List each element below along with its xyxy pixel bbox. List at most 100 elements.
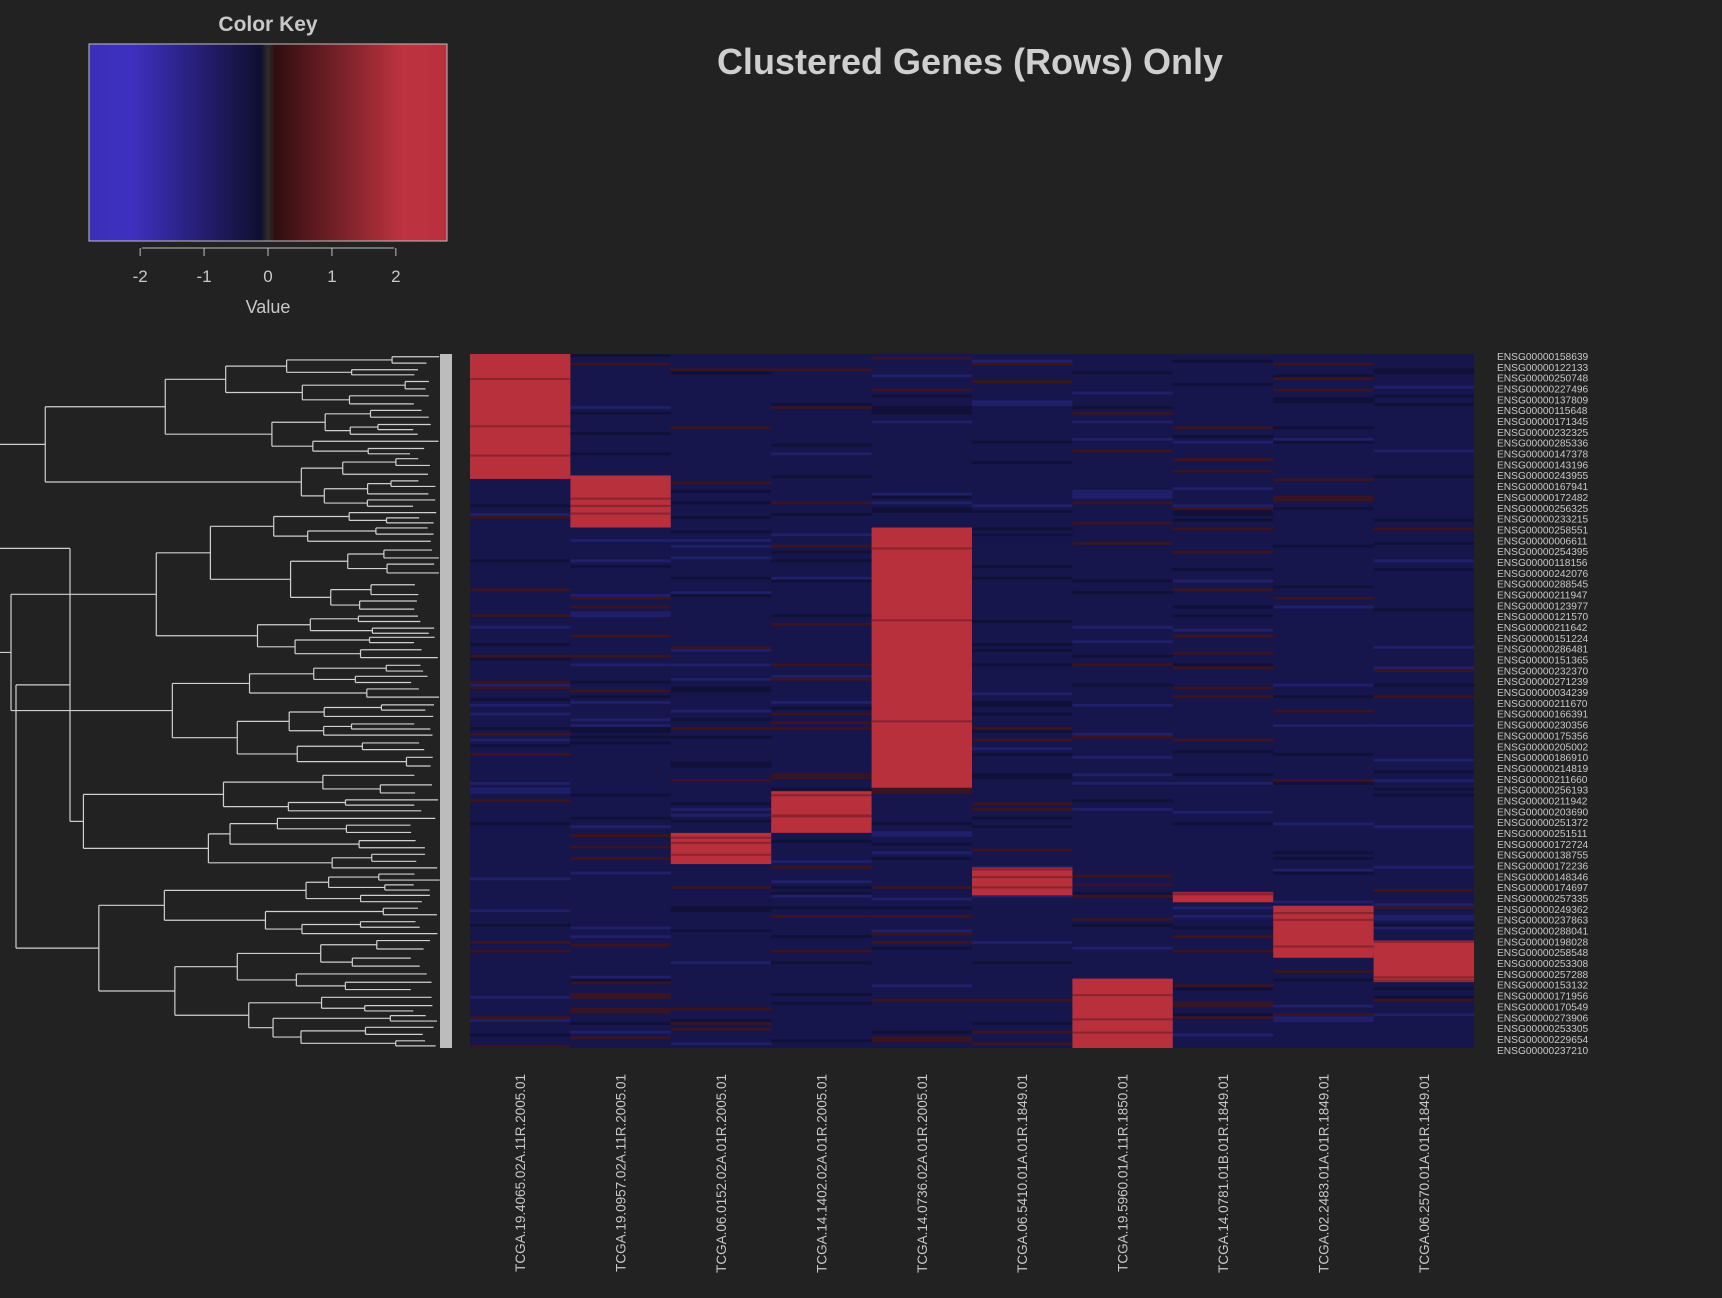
heatmap-cell	[871, 408, 972, 412]
heatmap-cell	[771, 622, 872, 626]
heatmap-cell	[570, 1007, 671, 1011]
heatmap-cell	[771, 906, 872, 910]
heatmap-cell	[972, 527, 1073, 531]
heatmap-cell	[972, 998, 1073, 1002]
heatmap-cell	[1172, 434, 1274, 438]
heatmap-cell	[1273, 978, 1374, 982]
heatmap-cell	[972, 729, 1073, 733]
heatmap-cell	[570, 735, 671, 739]
heatmap-cell	[1172, 987, 1274, 991]
heatmap-cell	[1172, 359, 1274, 363]
row-label: ENSG00000232370	[1497, 666, 1589, 677]
heatmap-cell	[972, 802, 1073, 806]
heatmap-cell	[1072, 894, 1173, 898]
heatmap-cell	[871, 932, 972, 936]
heatmap-cell	[670, 646, 772, 649]
heatmap-cell	[771, 706, 872, 710]
heatmap-cell	[470, 513, 571, 516]
heatmap-cell	[871, 720, 972, 723]
heatmap-cell	[1172, 666, 1274, 670]
heatmap-cell	[1072, 420, 1173, 424]
heatmap-cell	[1172, 810, 1274, 814]
heatmap-cell	[1373, 449, 1474, 453]
heatmap-cell	[1373, 825, 1474, 829]
heatmap-cell	[1172, 527, 1274, 531]
heatmap-cell	[771, 475, 872, 479]
heatmap-cell	[771, 773, 872, 777]
row-label: ENSG00000229654	[1497, 1035, 1589, 1046]
row-label: ENSG00000148346	[1497, 872, 1589, 883]
heatmap-cell	[470, 654, 571, 658]
row-label: ENSG00000006611	[1497, 536, 1588, 547]
heatmap-cell	[972, 753, 1073, 756]
heatmap-cell	[1273, 440, 1374, 444]
heatmap-cell	[670, 886, 772, 889]
heatmap-cell	[1273, 544, 1374, 548]
heatmap-cell	[670, 576, 772, 580]
heatmap-cell	[871, 394, 972, 398]
heatmap-cell	[570, 857, 671, 861]
heatmap-cell	[670, 530, 772, 534]
heatmap-cell	[1273, 945, 1374, 948]
row-label: ENSG00000258551	[1497, 525, 1589, 536]
heatmap-cell	[1072, 1031, 1173, 1034]
heatmap-cell	[1273, 400, 1374, 404]
heatmap-cell	[871, 822, 972, 826]
heatmap-cell	[972, 620, 1073, 623]
heatmap-cell	[1373, 646, 1474, 649]
heatmap-cell	[470, 712, 571, 716]
heatmap-cell	[871, 998, 972, 1002]
heatmap-cell	[670, 709, 772, 713]
heatmap-cell	[1172, 663, 1274, 667]
heatmap-cell	[972, 868, 1073, 871]
heatmap-cell	[1273, 969, 1374, 973]
heatmap-cell	[570, 354, 671, 357]
heatmap-cell	[470, 738, 571, 742]
heatmap-cell	[1273, 374, 1374, 378]
heatmap-cell	[771, 891, 872, 895]
column-label: TCGA.02.2483.01A.01R.1849.01	[1316, 1074, 1331, 1273]
heatmap-cell	[1273, 781, 1374, 785]
heatmap-cell	[470, 787, 571, 791]
heatmap-cell	[670, 591, 772, 595]
row-label: ENSG00000171345	[1497, 417, 1589, 428]
heatmap-cell	[1373, 724, 1474, 728]
heatmap-cell	[1172, 1004, 1274, 1008]
heatmap-cell	[470, 1045, 571, 1048]
heatmap-cell	[1373, 385, 1474, 389]
heatmap-cell	[1373, 608, 1474, 612]
heatmap-cell	[972, 380, 1073, 383]
heatmap-cell	[1373, 906, 1474, 910]
heatmap-cell	[771, 860, 872, 863]
heatmap-cell	[771, 727, 872, 730]
heatmap-cell	[1072, 492, 1173, 496]
heatmap-cell	[1373, 888, 1474, 892]
heatmap-cell	[1273, 912, 1374, 915]
heatmap-cell	[771, 935, 872, 939]
heatmap-cell	[871, 886, 972, 889]
heatmap-cell	[1172, 822, 1274, 826]
row-label: ENSG00000174697	[1497, 883, 1589, 894]
heatmap-cell	[972, 359, 1073, 363]
heatmap-cell	[1172, 382, 1274, 386]
heatmap-cell	[1373, 368, 1474, 372]
heatmap-cell	[1373, 527, 1474, 531]
heatmap-cell	[570, 512, 671, 515]
heatmap-cell	[1273, 585, 1374, 589]
row-label: ENSG00000166391	[1497, 710, 1589, 721]
heatmap-cell	[570, 935, 671, 939]
heatmap-cell	[670, 802, 772, 806]
heatmap-cell	[470, 727, 571, 730]
heatmap-cell	[771, 794, 872, 797]
heatmap-cell	[1172, 510, 1274, 514]
heatmap-cell	[972, 460, 1073, 464]
heatmap-cell	[972, 510, 1073, 514]
heatmap-cell	[972, 848, 1073, 852]
heatmap-cell	[470, 1033, 571, 1037]
row-label: ENSG00000233215	[1497, 515, 1589, 526]
heatmap-high-block	[470, 354, 571, 479]
row-label: ENSG00000171956	[1497, 992, 1589, 1003]
heatmap-cell	[972, 886, 1073, 889]
dendrogram-leaves	[440, 354, 452, 1048]
row-label: ENSG00000211947	[1497, 590, 1588, 601]
